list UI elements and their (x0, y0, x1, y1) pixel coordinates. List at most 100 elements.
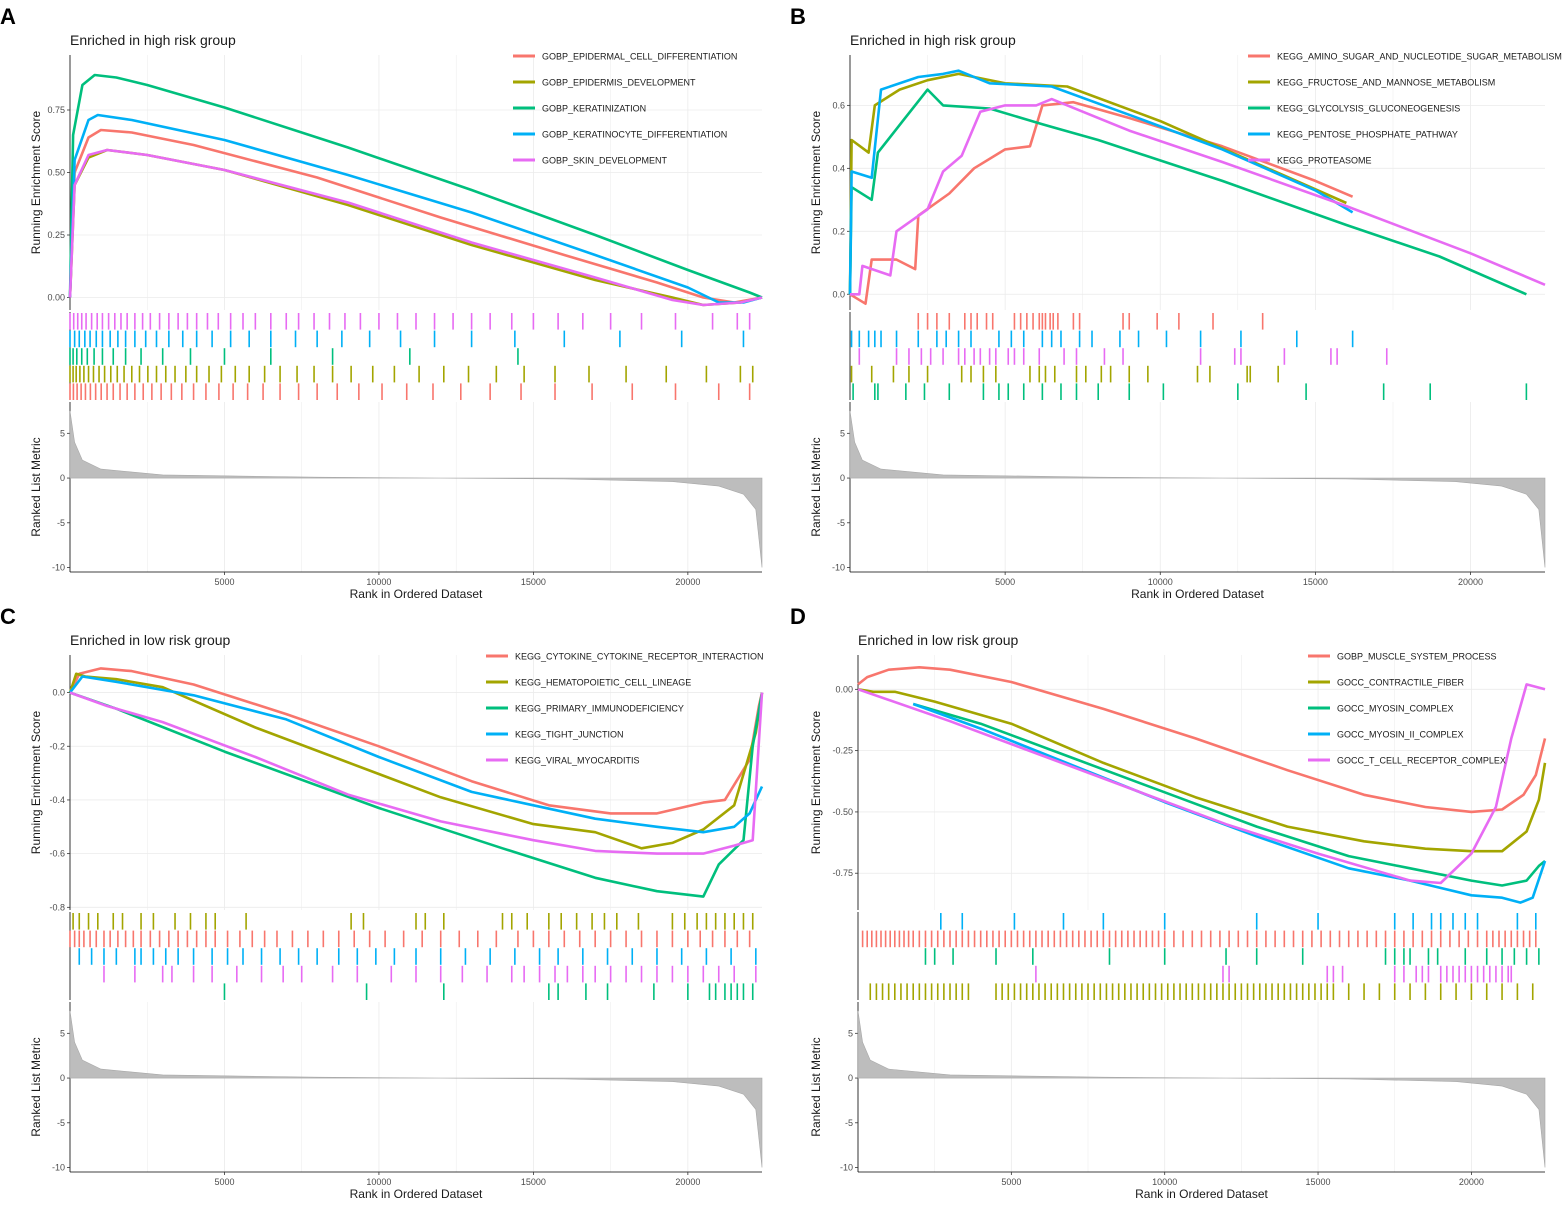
plot-title: Enriched in low risk group (70, 632, 231, 648)
y-tick-label: -0.75 (832, 868, 853, 878)
metric-tick-label: -5 (57, 518, 65, 528)
x-tick-label: 20000 (675, 1177, 700, 1187)
es-line-gocc-myosin-ii-complex (912, 702, 1547, 904)
metric-tick-label: 0 (60, 473, 65, 483)
ranked-metric-area (69, 1010, 763, 1168)
panel-letter: C (0, 604, 16, 629)
es-line-kegg-hematopoietic-cell-lineage (68, 672, 764, 850)
legend-label: GOBP_KERATINOCYTE_DIFFERENTIATION (542, 130, 727, 140)
legend-label: KEGG_PROTEASOME (1277, 156, 1372, 166)
es-line-gobp-muscle-system-process (857, 666, 1547, 814)
legend-label: KEGG_HEMATOPOIETIC_CELL_LINEAGE (515, 678, 691, 688)
es-line-gobp-keratinization (68, 73, 763, 299)
metric-tick-label: 0 (848, 1073, 853, 1083)
metric-tick-label: 0 (60, 1073, 65, 1083)
y-tick-label: -0.50 (832, 807, 853, 817)
panel-A: A Enriched in high risk group 0.00 0.25 0.50… (0, 4, 763, 601)
x-axis-title: Rank in Ordered Dataset (350, 1187, 483, 1201)
legend-label: GOBP_EPIDERMAL_CELL_DIFFERENTIATION (542, 52, 737, 62)
es-line-kegg-pentose-phosphate-pathway (848, 69, 1354, 295)
plot-title: Enriched in high risk group (850, 32, 1016, 48)
y-tick-label: 0.00 (47, 293, 65, 303)
es-line-gocc-contractile-fiber (857, 688, 1547, 853)
y-axis-title: Running Enrichment Score (809, 110, 823, 254)
metric-tick-label: 5 (60, 1028, 65, 1038)
y-tick-label: 0.2 (832, 226, 845, 236)
es-line-gobp-skin-development (68, 148, 763, 307)
y-axis-title: Running Enrichment Score (29, 710, 43, 854)
legend-label: GOBP_EPIDERMIS_DEVELOPMENT (542, 78, 696, 88)
es-line-gocc-t-cell-receptor-complex (857, 683, 1546, 885)
legend-label: GOCC_MYOSIN_II_COMPLEX (1337, 730, 1464, 740)
es-line-kegg-glycolysis-gluconeogenesis (848, 88, 1527, 296)
metric-tick-label: 5 (840, 428, 845, 438)
metric-axis-title: Ranked List Metric (809, 1037, 823, 1136)
es-line-kegg-fructose-and-mannose-metabolism (848, 72, 1347, 295)
x-tick-label: 5000 (214, 577, 234, 587)
es-line-kegg-tight-junction (68, 675, 764, 834)
y-tick-label: -0.6 (49, 849, 65, 859)
legend-label: GOCC_CONTRACTILE_FIBER (1337, 678, 1465, 688)
metric-tick-label: 0 (840, 473, 845, 483)
legend-label: GOCC_T_CELL_RECEPTOR_COMPLEX (1337, 756, 1506, 766)
y-tick-label: -0.4 (49, 795, 65, 805)
x-tick-label: 10000 (1152, 1177, 1177, 1187)
metric-tick-label: -10 (832, 563, 845, 573)
metric-axis-title: Ranked List Metric (29, 437, 43, 536)
x-tick-label: 20000 (675, 577, 700, 587)
x-tick-label: 10000 (366, 577, 391, 587)
legend-label: GOCC_MYOSIN_COMPLEX (1337, 704, 1454, 714)
ranked-metric-area (69, 410, 763, 568)
metric-tick-label: -5 (837, 518, 845, 528)
y-tick-label: 0.4 (832, 163, 845, 173)
legend-label: KEGG_GLYCOLYSIS_GLUCONEOGENESIS (1277, 104, 1460, 114)
y-tick-label: 0.50 (47, 168, 65, 178)
panel-B: B Enriched in high risk group 0.0 0.2 0.4 0.6… (790, 4, 1562, 601)
panel-letter: B (790, 4, 806, 29)
x-tick-label: 5000 (1001, 1177, 1021, 1187)
metric-axis-title: Ranked List Metric (809, 437, 823, 536)
x-tick-label: 5000 (995, 577, 1015, 587)
metric-tick-label: -10 (52, 563, 65, 573)
legend-label: KEGG_AMINO_SUGAR_AND_NUCLEOTIDE_SUGAR_ME… (1277, 52, 1562, 62)
plot-title: Enriched in high risk group (70, 32, 236, 48)
panel-D: D Enriched in low risk group 0.00 -0.25 -0.5… (790, 604, 1547, 1201)
x-tick-label: 10000 (1148, 577, 1173, 587)
x-axis-title: Rank in Ordered Dataset (1135, 1187, 1268, 1201)
x-tick-label: 15000 (521, 1177, 546, 1187)
x-tick-label: 5000 (214, 1177, 234, 1187)
es-line-kegg-primary-immunodeficiency (69, 691, 764, 898)
y-axis-title: Running Enrichment Score (809, 710, 823, 854)
x-tick-label: 15000 (1303, 577, 1328, 587)
y-tick-label: 0.00 (835, 684, 853, 694)
panel-letter: D (790, 604, 806, 629)
es-line-kegg-cytokine-cytokine-receptor-interaction (68, 667, 764, 815)
legend-label: KEGG_CYTOKINE_CYTOKINE_RECEPTOR_INTERACT… (515, 652, 764, 662)
metric-tick-label: -10 (840, 1163, 853, 1173)
panel-letter: A (0, 4, 16, 29)
legend-label: KEGG_PENTOSE_PHOSPHATE_PATHWAY (1277, 130, 1458, 140)
y-tick-label: 0.25 (47, 230, 65, 240)
es-line-gocc-myosin-complex (912, 702, 1546, 887)
es-line-kegg-proteasome (850, 97, 1546, 296)
metric-tick-label: -10 (52, 1163, 65, 1173)
metric-tick-label: -5 (845, 1118, 853, 1128)
x-tick-label: 10000 (366, 1177, 391, 1187)
x-tick-label: 20000 (1458, 577, 1483, 587)
y-tick-label: 0.6 (832, 100, 845, 110)
x-tick-label: 15000 (1306, 1177, 1331, 1187)
ranked-metric-area (857, 1010, 1546, 1168)
panel-C: C Enriched in low risk group 0.0 -0.2 -0.4 -0… (0, 604, 764, 1201)
ranked-metric-area (849, 410, 1546, 568)
y-tick-label: -0.2 (49, 741, 65, 751)
metric-tick-label: 5 (848, 1028, 853, 1038)
es-line-gobp-keratinocyte-differentiation (68, 113, 763, 304)
y-tick-label: -0.8 (49, 902, 65, 912)
plot-title: Enriched in low risk group (858, 632, 1019, 648)
es-line-kegg-viral-myocarditis (69, 691, 764, 855)
legend-label: KEGG_PRIMARY_IMMUNODEFICIENCY (515, 704, 684, 714)
legend-label: GOBP_KERATINIZATION (542, 104, 646, 114)
y-tick-label: 0.0 (52, 688, 65, 698)
